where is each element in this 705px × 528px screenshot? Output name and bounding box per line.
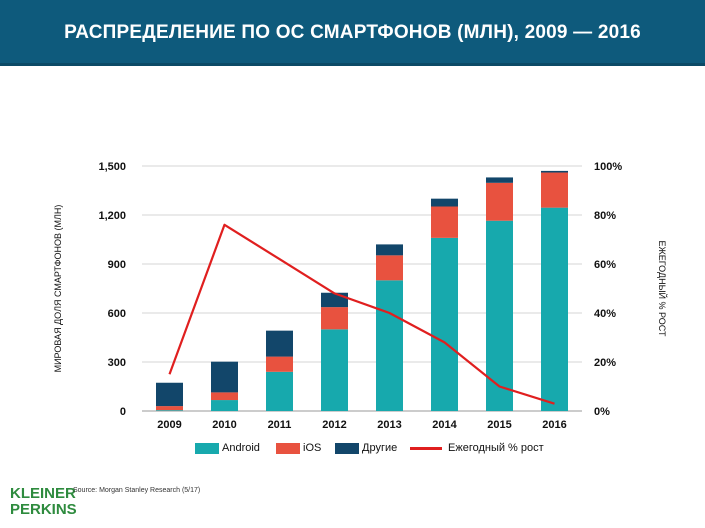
kleiner-perkins-logo: KLEINER PERKINS (10, 486, 77, 518)
x-tick-label: 2014 (432, 419, 457, 431)
y-right-tick-label: 80% (594, 210, 616, 222)
y-right-tick-label: 100% (594, 161, 622, 173)
legend-label-android: Android (222, 442, 260, 454)
legend-label-growth: Ежегодный % рост (448, 442, 544, 454)
legend-item-growth: Ежегодный % рост (410, 437, 544, 459)
legend-swatch-android (195, 442, 219, 454)
x-tick-label: 2016 (542, 419, 566, 431)
source-note: Source: Morgan Stanley Research (5/17) (73, 487, 201, 494)
bar-android-2013 (376, 280, 403, 411)
legend-label-other: Другие (362, 442, 398, 454)
legend-item-ios: iOS (276, 437, 321, 459)
legend-item-other: Другие (335, 437, 397, 459)
bar-ios-2012 (321, 307, 348, 330)
bar-other-2016 (541, 170, 568, 173)
bar-other-2009 (156, 382, 183, 407)
legend-item-android: Android (195, 437, 260, 459)
x-tick-label: 2015 (487, 419, 511, 431)
logo-line-2: PERKINS (10, 501, 77, 518)
page-title: РАСПРЕДЕЛЕНИЕ ПО ОС СМАРТФОНОВ (МЛН), 20… (64, 22, 641, 43)
bar-ios-2014 (431, 206, 458, 238)
bar-other-2011 (266, 330, 293, 357)
chart-legend: Android iOS Другие Ежегодный % рост (0, 437, 705, 459)
y-right-tick-label: 40% (594, 308, 616, 320)
bar-android-2014 (431, 237, 458, 411)
x-tick-label: 2009 (157, 419, 181, 431)
y-left-tick-label: 300 (108, 357, 126, 369)
y-right-axis-title: ЕЖЕГОДНЫЙ % РОСТ (657, 240, 668, 337)
legend-swatch-growth (410, 446, 442, 450)
y-left-tick-label: 1,200 (98, 210, 126, 222)
growth-line (168, 223, 555, 405)
y-left-tick-label: 1,500 (98, 161, 126, 173)
bar-ios-2011 (266, 356, 293, 372)
title-banner: РАСПРЕДЕЛЕНИЕ ПО ОС СМАРТФОНОВ (МЛН), 20… (0, 0, 705, 66)
bar-other-2012 (321, 292, 348, 308)
bar-android-2009 (156, 410, 183, 411)
logo-line-1: KLEINER (10, 485, 76, 502)
y-right-tick-label: 0% (594, 406, 610, 418)
y-right-tick-label: 60% (594, 259, 616, 271)
y-right-tick-label: 20% (594, 357, 616, 369)
legend-swatch-ios (276, 442, 300, 454)
bar-ios-2009 (156, 406, 183, 411)
y-left-axis-title: МИРОВАЯ ДОЛЯ СМАРТФОНОВ (МЛН) (53, 205, 63, 373)
bar-android-2016 (541, 207, 568, 411)
bar-android-2010 (211, 400, 238, 411)
bar-other-2010 (211, 361, 238, 393)
y-left-tick-label: 0 (120, 406, 126, 418)
legend-label-ios: iOS (303, 442, 322, 454)
y-left-tick-label: 600 (108, 308, 126, 320)
bar-other-2014 (431, 198, 458, 207)
bar-ios-2013 (376, 255, 403, 281)
bar-ios-2010 (211, 392, 238, 401)
x-tick-label: 2011 (268, 419, 292, 431)
x-tick-label: 2012 (322, 419, 346, 431)
bar-ios-2015 (486, 182, 513, 221)
bar-android-2011 (266, 371, 293, 411)
bar-android-2015 (486, 220, 513, 411)
legend-swatch-other (335, 442, 359, 454)
x-tick-label: 2013 (377, 419, 401, 431)
x-tick-label: 2010 (212, 419, 236, 431)
bar-other-2013 (376, 244, 403, 256)
bar-ios-2016 (541, 172, 568, 208)
y-left-tick-label: 900 (108, 259, 126, 271)
bar-other-2015 (486, 177, 513, 183)
bar-android-2012 (321, 329, 348, 411)
